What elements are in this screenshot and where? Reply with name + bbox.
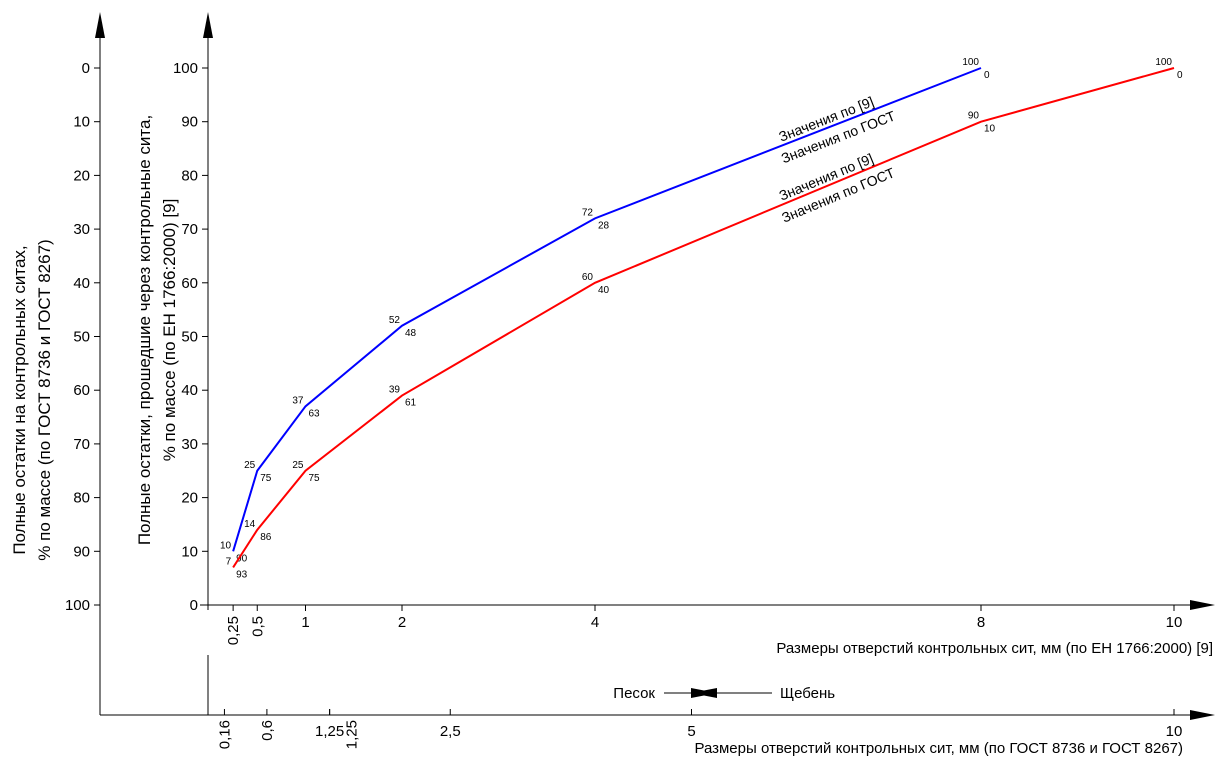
value-label: 72 xyxy=(582,207,594,218)
series-line xyxy=(232,67,982,552)
y2-tick-label: 0 xyxy=(82,60,90,77)
y-axis-title: Полные остатки, прошедшие через контроль… xyxy=(135,115,154,545)
x-tick-label: 8 xyxy=(977,614,985,631)
residue-label: 86 xyxy=(260,532,272,543)
x-tick-label: 10 xyxy=(1166,614,1183,631)
value-label: 25 xyxy=(244,460,256,471)
y2-tick-label: 80 xyxy=(73,490,90,507)
y2-arrow xyxy=(95,12,105,38)
y2-axis-title: % по массе (по ГОСТ 8736 и ГОСТ 8267) xyxy=(35,239,54,560)
residue-label: 48 xyxy=(405,328,417,339)
y2-tick-label: 40 xyxy=(73,275,90,292)
residue-label: 0 xyxy=(984,70,990,81)
x-arrow xyxy=(1190,600,1215,610)
y-tick-label: 80 xyxy=(181,167,198,184)
y2-tick-label: 100 xyxy=(65,597,90,614)
value-label: 90 xyxy=(968,111,980,122)
y-tick-label: 60 xyxy=(181,275,198,292)
x2-axis-title: Размеры отверстий контрольных сит, мм (п… xyxy=(694,740,1183,757)
y-tick-label: 0 xyxy=(190,597,198,614)
residue-label: 90 xyxy=(236,553,248,564)
residue-label: 93 xyxy=(236,569,248,580)
x2-tick-label: 1,25 xyxy=(315,723,344,740)
residue-label: 28 xyxy=(598,220,610,231)
value-label: 10 xyxy=(220,540,232,551)
value-label: 7 xyxy=(226,556,232,567)
value-label: 100 xyxy=(962,57,979,68)
series-line xyxy=(232,67,1175,568)
x-tick-label: 0,5 xyxy=(249,616,266,637)
x-axis-title: Размеры отверстий контрольных сит, мм (п… xyxy=(776,640,1213,657)
y2-tick-label: 70 xyxy=(73,436,90,453)
y-axis-title: % по массе (по ЕН 1766:2000) [9] xyxy=(160,199,179,462)
y-tick-label: 50 xyxy=(181,329,198,346)
y-tick-label: 30 xyxy=(181,436,198,453)
x-tick-label: 1 xyxy=(301,614,309,631)
residue-label: 10 xyxy=(984,124,996,135)
annotation: Щебень xyxy=(780,685,835,702)
x-tick-label: 4 xyxy=(591,614,599,631)
residue-label: 0 xyxy=(1177,70,1183,81)
x2-tick-label: 0,16 xyxy=(216,720,233,749)
value-label: 39 xyxy=(389,385,401,396)
value-label: 37 xyxy=(292,395,304,406)
value-label: 60 xyxy=(582,272,594,283)
x2-arrow xyxy=(1190,710,1215,720)
value-label: 14 xyxy=(244,519,256,530)
value-label: 100 xyxy=(1155,57,1172,68)
x-tick-label: 2 xyxy=(398,614,406,631)
x2-tick-label: 0,6 xyxy=(259,720,276,741)
y-tick-label: 70 xyxy=(181,221,198,238)
y-tick-label: 20 xyxy=(181,490,198,507)
value-label: 52 xyxy=(389,315,401,326)
annotation: Песок xyxy=(613,685,655,702)
residue-label: 40 xyxy=(598,285,610,296)
y2-axis-title: Полные остатки на контрольных ситах, xyxy=(10,245,29,554)
y2-tick-label: 90 xyxy=(73,543,90,560)
residue-label: 75 xyxy=(309,473,321,484)
residue-label: 61 xyxy=(405,398,417,409)
residue-label: 75 xyxy=(260,473,272,484)
y2-tick-label: 10 xyxy=(73,114,90,131)
x2-tick-label: 5 xyxy=(687,723,695,740)
y-tick-label: 90 xyxy=(181,114,198,131)
x-tick-label: 0,25 xyxy=(225,616,242,645)
y2-tick-label: 20 xyxy=(73,167,90,184)
y2-tick-label: 30 xyxy=(73,221,90,238)
y-tick-label: 100 xyxy=(173,60,198,77)
residue-label: 63 xyxy=(309,408,321,419)
value-label: 25 xyxy=(292,460,304,471)
y-arrow xyxy=(203,12,213,38)
x2-tick-label: 2,5 xyxy=(440,723,461,740)
y2-tick-label: 60 xyxy=(73,382,90,399)
x2-tick-label: 1,25 xyxy=(344,720,361,749)
y2-tick-label: 50 xyxy=(73,329,90,346)
x2-tick-label: 10 xyxy=(1166,723,1183,740)
y-tick-label: 10 xyxy=(181,543,198,560)
y-tick-label: 40 xyxy=(181,382,198,399)
annotation-arrow xyxy=(691,688,717,698)
